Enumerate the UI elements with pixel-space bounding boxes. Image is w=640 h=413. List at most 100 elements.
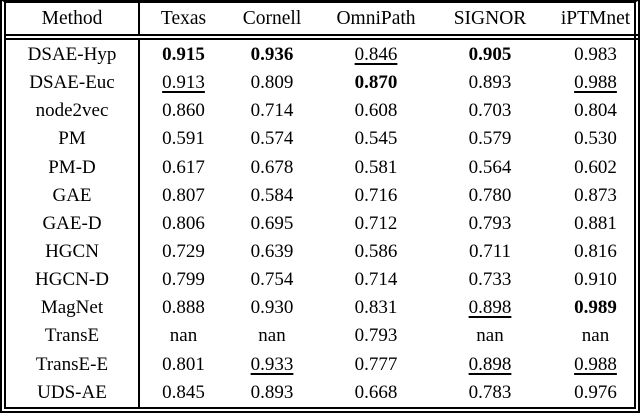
value-cell: 0.898: [468, 297, 512, 319]
value-cell: 0.905: [468, 43, 512, 65]
value-cell: 0.983: [574, 43, 617, 65]
method-cell: HGCN: [6, 237, 140, 267]
value-cell: 0.714: [354, 269, 398, 291]
method-cell: GAE: [6, 181, 140, 210]
value-cell: 0.733: [468, 269, 512, 291]
value-cell: 0.933: [250, 353, 294, 375]
table-row: TransE-E 0.801 0.933 0.777 0.898 0.988: [6, 350, 640, 379]
value-cell: 0.910: [574, 269, 617, 291]
value-cell: 0.617: [162, 156, 205, 178]
value-cell: 0.695: [250, 212, 294, 234]
table-row: HGCN-D 0.799 0.754 0.714 0.733 0.910: [6, 266, 640, 295]
value-cell: 0.873: [574, 184, 617, 206]
method-cell: TransE: [6, 322, 140, 351]
method-cell: PM-D: [6, 153, 140, 182]
value-cell: 0.678: [250, 156, 294, 178]
value-cell: 0.846: [354, 43, 398, 65]
value-cell: 0.988: [574, 72, 617, 94]
value-cell: 0.793: [468, 212, 512, 234]
value-cell: 0.714: [250, 100, 294, 122]
value-cell: 0.793: [354, 325, 398, 347]
method-cell: MagNet: [6, 294, 140, 323]
value-cell: 0.668: [354, 381, 398, 403]
column-header-signor: SIGNOR: [435, 3, 545, 40]
method-cell: PM: [6, 125, 140, 154]
value-cell: 0.888: [162, 297, 205, 319]
table-row: UDS-AE 0.845 0.893 0.668 0.783 0.976: [6, 378, 640, 407]
table-body: DSAE-Hyp 0.915 0.936 0.846 0.905 0.983 DSAE-Eu…: [6, 37, 640, 407]
value-cell: 0.783: [468, 381, 512, 403]
table-row: node2vec 0.860 0.714 0.608 0.703 0.804: [6, 97, 640, 126]
value-cell: 0.913: [162, 72, 205, 94]
value-cell: nan: [258, 325, 286, 347]
value-cell: 0.564: [468, 156, 512, 178]
header-row: Method Texas Cornell OmniPath SIGNOR iPT…: [6, 3, 640, 40]
value-cell: 0.893: [250, 381, 294, 403]
value-cell: 0.893: [468, 72, 512, 94]
value-cell: 0.711: [468, 241, 512, 263]
value-cell: 0.930: [250, 297, 294, 319]
value-cell: 0.754: [250, 269, 294, 291]
table-row: GAE 0.807 0.584 0.716 0.780 0.873: [6, 181, 640, 210]
table-row: TransE nan nan 0.793 nan nan: [6, 322, 640, 351]
column-header-cornell: Cornell: [227, 3, 317, 40]
method-cell: DSAE-Euc: [6, 69, 140, 98]
method-cell: TransE-E: [6, 350, 140, 379]
value-cell: 0.976: [574, 381, 617, 403]
value-cell: 0.801: [162, 353, 205, 375]
value-cell: 0.870: [354, 72, 398, 94]
table-row: MagNet 0.888 0.930 0.831 0.898 0.989: [6, 294, 640, 323]
value-cell: 0.712: [354, 212, 398, 234]
value-cell: 0.639: [250, 241, 294, 263]
value-cell: 0.809: [250, 72, 294, 94]
value-cell: 0.936: [250, 43, 294, 65]
value-cell: 0.816: [574, 241, 617, 263]
column-header-method: Method: [6, 3, 140, 40]
value-cell: 0.574: [250, 128, 294, 150]
value-cell: 0.915: [162, 43, 205, 65]
value-cell: 0.579: [468, 128, 512, 150]
table-row: HGCN 0.729 0.639 0.586 0.711 0.816: [6, 237, 640, 267]
column-header-texas: Texas: [139, 3, 227, 40]
method-cell: node2vec: [6, 97, 140, 126]
value-cell: 0.602: [574, 156, 617, 178]
value-cell: 0.807: [162, 184, 205, 206]
value-cell: 0.729: [162, 241, 205, 263]
value-cell: 0.584: [250, 184, 294, 206]
value-cell: 0.545: [354, 128, 398, 150]
value-cell: 0.716: [354, 184, 398, 206]
column-header-omnipath: OmniPath: [317, 3, 435, 40]
column-header-iptmnet: iPTMnet: [545, 3, 640, 40]
results-table-grid: Method Texas Cornell OmniPath SIGNOR iPT…: [6, 3, 640, 407]
value-cell: 0.860: [162, 100, 205, 122]
value-cell: 0.780: [468, 184, 512, 206]
value-cell: 0.608: [354, 100, 398, 122]
value-cell: 0.777: [354, 353, 398, 375]
method-cell: DSAE-Hyp: [6, 37, 140, 69]
value-cell: 0.881: [574, 212, 617, 234]
value-cell: 0.581: [354, 156, 398, 178]
value-cell: 0.703: [468, 100, 512, 122]
value-cell: 0.988: [574, 353, 617, 375]
value-cell: 0.831: [354, 297, 398, 319]
method-cell: HGCN-D: [6, 266, 140, 295]
table-row: PM-D 0.617 0.678 0.581 0.564 0.602: [6, 153, 640, 182]
table-row: GAE-D 0.806 0.695 0.712 0.793 0.881: [6, 209, 640, 238]
value-cell: 0.804: [574, 100, 617, 122]
method-cell: GAE-D: [6, 209, 140, 238]
value-cell: nan: [169, 325, 198, 347]
table-row: DSAE-Euc 0.913 0.809 0.870 0.893 0.988: [6, 69, 640, 98]
method-cell: UDS-AE: [6, 378, 140, 407]
table-row: PM 0.591 0.574 0.545 0.579 0.530: [6, 125, 640, 154]
value-cell: 0.806: [162, 212, 205, 234]
value-cell: 0.591: [162, 128, 205, 150]
value-cell: 0.799: [162, 269, 205, 291]
table-row: DSAE-Hyp 0.915 0.936 0.846 0.905 0.983: [6, 37, 640, 69]
value-cell: 0.845: [162, 381, 205, 403]
value-cell: 0.586: [354, 241, 398, 263]
value-cell: nan: [476, 325, 504, 347]
value-cell: nan: [581, 325, 610, 347]
value-cell: 0.989: [574, 297, 617, 319]
